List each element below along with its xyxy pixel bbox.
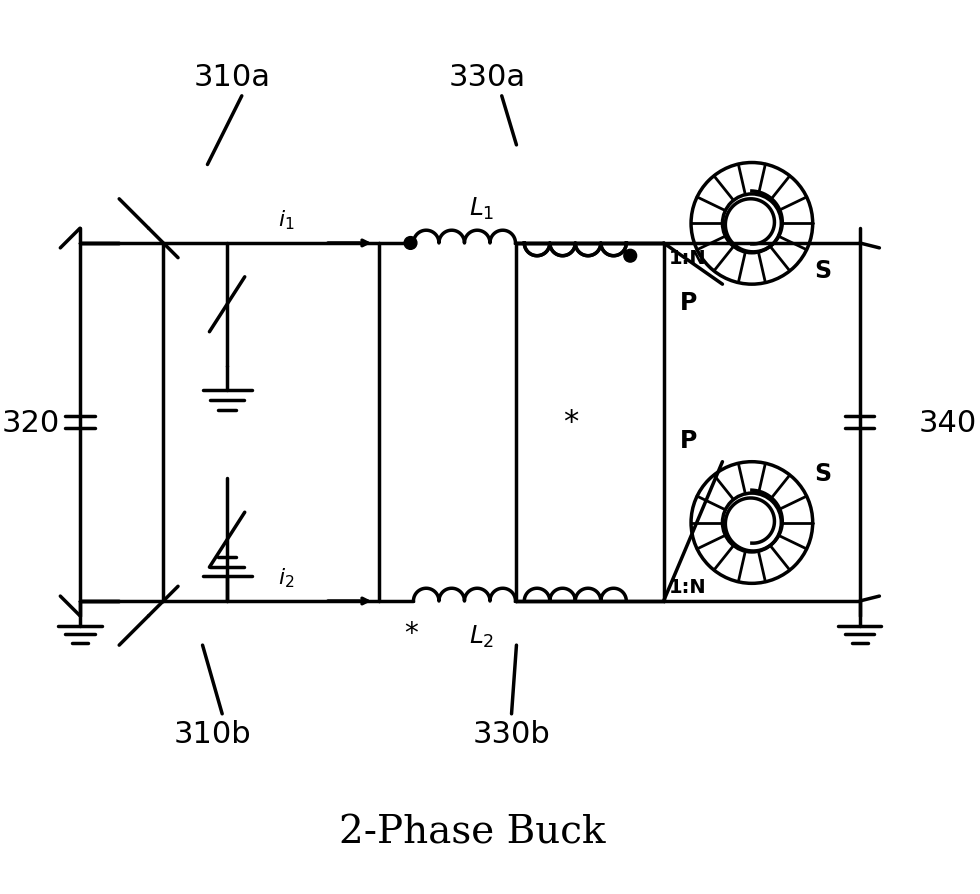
Text: S: S [814,258,831,283]
Text: 330a: 330a [449,63,525,91]
Text: P: P [679,428,697,452]
Circle shape [404,237,416,250]
Text: $L_1$: $L_1$ [469,196,495,222]
Text: $i_2$: $i_2$ [277,566,294,589]
Text: 310a: 310a [193,63,270,91]
Text: $L_2$: $L_2$ [469,623,495,649]
Text: $i_1$: $i_1$ [277,208,294,232]
Circle shape [624,250,637,263]
Text: *: * [405,619,418,647]
Text: 320: 320 [2,409,60,437]
Text: 2-Phase Buck: 2-Phase Buck [339,814,606,850]
Text: 310b: 310b [173,719,251,748]
Text: 1:N: 1:N [668,249,707,268]
Text: 330b: 330b [472,719,551,748]
Text: S: S [814,461,831,485]
Text: *: * [563,408,578,437]
Text: 340: 340 [919,409,977,437]
Text: 1:N: 1:N [668,578,707,596]
Text: P: P [679,291,697,315]
